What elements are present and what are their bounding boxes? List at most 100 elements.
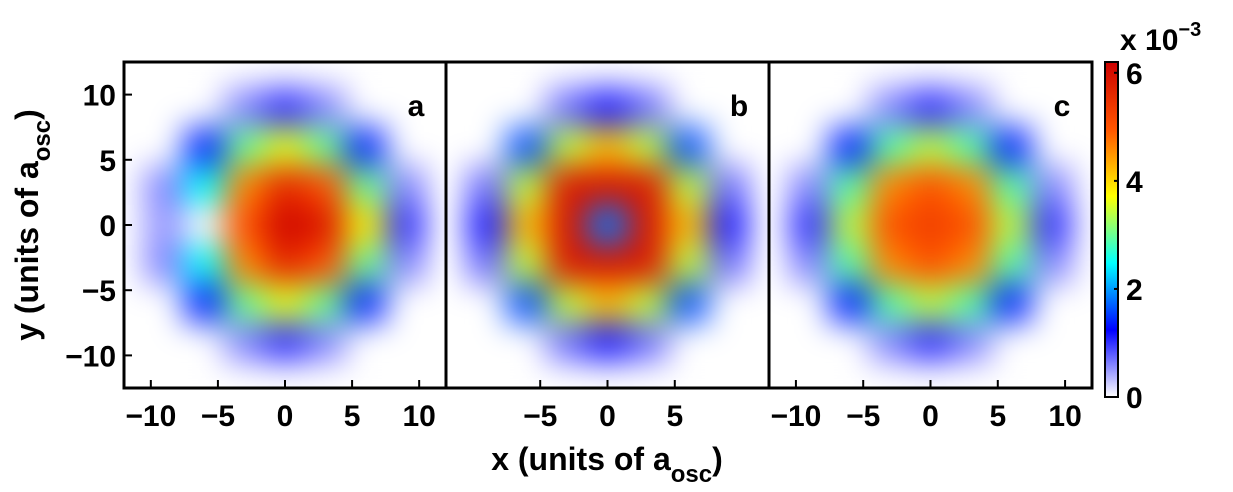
heatmap-cell xyxy=(587,127,629,167)
heatmap-cell xyxy=(748,244,769,285)
heatmap-cell xyxy=(506,244,548,285)
x-tick-label: −10 xyxy=(770,400,821,433)
x-tick-label: 5 xyxy=(989,400,1006,433)
heatmap-cell xyxy=(425,88,446,128)
x-axis-label: x (units of aosc) xyxy=(491,441,723,488)
heatmap-cell xyxy=(446,88,467,128)
colorbar-tick-label: 6 xyxy=(1126,58,1143,91)
heatmap-cell xyxy=(124,88,145,128)
heatmap-cell xyxy=(1071,361,1092,388)
heatmap-cell xyxy=(991,322,1032,363)
heatmap-cell xyxy=(184,361,226,388)
heatmap-cell xyxy=(124,244,145,285)
heatmap-cell xyxy=(748,205,769,246)
heatmap-cell xyxy=(506,322,548,363)
heatmap-cell xyxy=(144,205,185,246)
heatmap-cell xyxy=(305,166,346,206)
heatmap-cell xyxy=(829,127,871,167)
heatmap-cell xyxy=(991,62,1032,89)
heatmap-cell xyxy=(425,244,446,285)
heatmap-cell xyxy=(184,205,226,246)
x-tick-label: −5 xyxy=(846,400,880,433)
heatmap-cell xyxy=(1031,62,1073,89)
heatmap-cell xyxy=(748,166,769,206)
heatmap-cell xyxy=(910,88,952,128)
heatmap-cell xyxy=(466,283,508,324)
heatmap-cell xyxy=(1071,205,1092,246)
heatmap-cell xyxy=(466,88,508,128)
heatmap-cell xyxy=(1031,127,1073,167)
heatmap-cell xyxy=(708,283,750,324)
heatmap-cell xyxy=(950,244,992,285)
heatmap-cell xyxy=(991,127,1032,167)
heatmap-cell xyxy=(587,283,629,324)
heatmap-cell xyxy=(668,88,709,128)
heatmap-cell xyxy=(446,62,467,89)
heatmap-cell xyxy=(668,205,709,246)
heatmap-cell xyxy=(425,166,446,206)
heatmap-cell xyxy=(869,127,911,167)
heatmap-cell xyxy=(224,361,266,388)
heatmap-cell xyxy=(224,205,266,246)
heatmap-cell xyxy=(869,88,911,128)
heatmap-cell xyxy=(869,244,911,285)
panel-label: a xyxy=(408,90,425,123)
heatmap-cell xyxy=(446,322,467,363)
heatmap-cell xyxy=(708,244,750,285)
heatmap-cell xyxy=(708,205,750,246)
heatmap-cell xyxy=(385,244,427,285)
heatmap-cell xyxy=(224,244,266,285)
heatmap-cell xyxy=(446,283,467,324)
heatmap-cell xyxy=(466,322,508,363)
y-tick-label: 5 xyxy=(99,145,116,178)
y-tick-label: 0 xyxy=(99,210,116,243)
heatmap-cell xyxy=(425,62,446,89)
heatmap-cell xyxy=(1071,88,1092,128)
x-tick-label: 10 xyxy=(1048,400,1081,433)
heatmap-cell xyxy=(264,62,306,89)
heatmap-cell xyxy=(264,88,306,128)
heatmap-cell xyxy=(144,88,185,128)
heatmap-cell xyxy=(446,127,467,167)
heatmap-cell xyxy=(385,88,427,128)
heatmap-cell xyxy=(991,88,1032,128)
heatmap-cell xyxy=(910,127,952,167)
heatmap-cell xyxy=(769,205,790,246)
heatmap-cell xyxy=(748,322,769,363)
heatmap-cell xyxy=(950,127,992,167)
heatmap-cell xyxy=(425,205,446,246)
heatmap-cell xyxy=(385,166,427,206)
heatmap-panel xyxy=(124,62,446,388)
heatmap-cell xyxy=(506,283,548,324)
heatmap xyxy=(446,62,769,388)
x-tick-label: 0 xyxy=(922,400,939,433)
heatmap-cell xyxy=(144,244,185,285)
heatmap-cell xyxy=(789,244,831,285)
heatmap-cell xyxy=(425,283,446,324)
heatmap-cell xyxy=(305,283,346,324)
heatmap-cell xyxy=(829,62,871,89)
heatmap-cell xyxy=(546,62,588,89)
heatmap-cell xyxy=(748,283,769,324)
heatmap-cell xyxy=(1031,283,1073,324)
heatmap-cell xyxy=(1071,283,1092,324)
heatmap-cell xyxy=(345,127,387,167)
heatmap-cell xyxy=(305,88,346,128)
heatmap-cell xyxy=(587,166,629,206)
heatmap-cell xyxy=(829,166,871,206)
heatmap-cell xyxy=(305,322,346,363)
heatmap-cell xyxy=(506,127,548,167)
heatmap-cell xyxy=(224,322,266,363)
heatmap-cell xyxy=(668,166,709,206)
heatmap-cell xyxy=(950,283,992,324)
heatmap-cell xyxy=(869,361,911,388)
heatmap-cell xyxy=(627,62,669,89)
heatmap-cell xyxy=(708,127,750,167)
heatmap-cell xyxy=(184,244,226,285)
heatmap-cell xyxy=(748,62,769,89)
heatmap-cell xyxy=(546,88,588,128)
heatmap-cell xyxy=(184,283,226,324)
heatmap-cell xyxy=(708,361,750,388)
heatmap-cell xyxy=(1071,322,1092,363)
heatmap-cell xyxy=(769,88,790,128)
